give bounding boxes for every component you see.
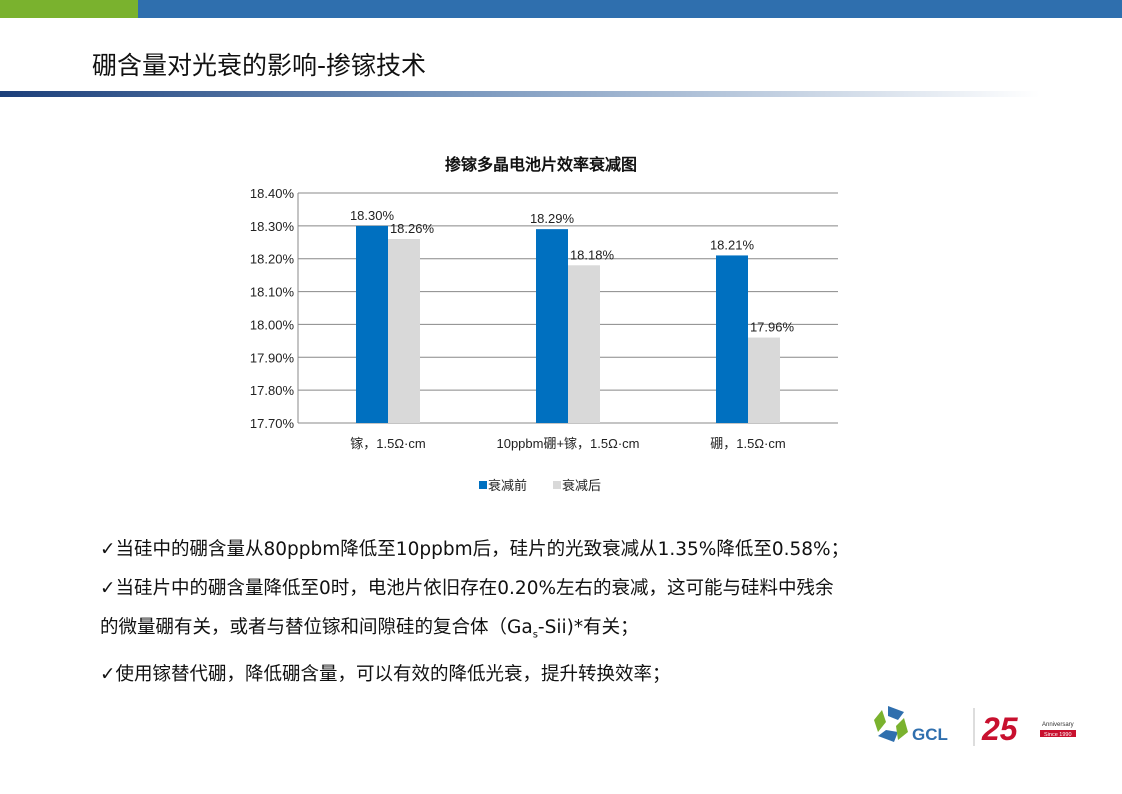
data-label: 18.26%	[390, 221, 435, 236]
bar-before	[536, 229, 568, 423]
chart-title: 掺镓多晶电池片效率衰减图	[445, 155, 637, 174]
legend: 衰减前 衰减后	[479, 478, 601, 493]
data-label: 18.30%	[350, 208, 395, 223]
x-tick-label: 10ppbm硼+镓，1.5Ω·cm	[496, 436, 639, 451]
bullet-2-text: 的微量硼有关，或者与替位镓和间隙硅的复合体（Ga	[100, 617, 533, 638]
anniversary-text: Anniversary	[1042, 722, 1074, 728]
gcl-brand: GCL	[912, 725, 948, 744]
bullet-1: ✓当硅中的硼含量从80ppbm降低至10ppbm后，硅片的光致衰减从1.35%降…	[100, 539, 850, 560]
gcl-25-anniversary-logo: GCL 25 Anniversary Since 1990	[874, 706, 1076, 747]
top-bar-accent	[0, 0, 138, 18]
y-tick-label: 18.20%	[250, 252, 295, 267]
data-label: 18.18%	[570, 247, 615, 262]
y-tick-label: 18.30%	[250, 219, 295, 234]
y-tick-label: 17.70%	[250, 416, 295, 431]
gcl-logo-icon	[874, 706, 908, 742]
y-tick-label: 18.10%	[250, 285, 295, 300]
top-bar	[0, 0, 1122, 18]
subscript: s	[532, 629, 538, 641]
anniversary-number: 25	[981, 711, 1019, 747]
bullet-2-end: -Sii)*有关；	[537, 617, 639, 638]
bullet-3: ✓使用镓替代硼，降低硼含量，可以有效的降低光衰，提升转换效率；	[100, 663, 671, 685]
bar-after	[568, 265, 600, 423]
y-tick-label: 17.80%	[250, 383, 295, 398]
bar-after	[748, 337, 780, 423]
bullet-2-cont: 的微量硼有关，或者与替位镓和间隙硅的复合体（Gas-Sii)*有关；	[100, 608, 849, 655]
legend-label-before: 衰减前	[488, 478, 527, 493]
bar-chart: 掺镓多晶电池片效率衰减图 17.70% 17.80% 17.90% 18.00% 18.…	[250, 155, 838, 493]
x-tick-label: 硼，1.5Ω·cm	[710, 436, 785, 451]
bar-before	[356, 225, 388, 423]
data-label: 18.29%	[530, 211, 575, 226]
data-label: 17.96%	[750, 320, 795, 335]
x-tick-label: 镓，1.5Ω·cm	[350, 436, 425, 451]
bar-before	[716, 255, 748, 423]
legend-swatch-after	[553, 481, 561, 489]
legend-swatch-before	[479, 481, 487, 489]
title-underline	[0, 91, 1040, 97]
bullet-2: ✓当硅片中的硼含量降低至0时，电池片依旧存在0.20%左右的衰减，这可能与硅料中…	[100, 578, 834, 599]
legend-label-after: 衰减后	[562, 478, 601, 493]
bullet-list: ✓当硅中的硼含量从80ppbm降低至10ppbm后，硅片的光致衰减从1.35%降…	[100, 530, 849, 694]
bar-after	[388, 239, 420, 423]
y-tick-label: 17.90%	[250, 350, 295, 365]
y-tick-label: 18.40%	[250, 186, 295, 201]
y-tick-label: 18.00%	[250, 317, 295, 332]
data-label: 18.21%	[710, 237, 755, 252]
since-text: Since 1990	[1044, 732, 1072, 738]
slide-title: 硼含量对光衰的影响-掺镓技术	[92, 51, 427, 80]
